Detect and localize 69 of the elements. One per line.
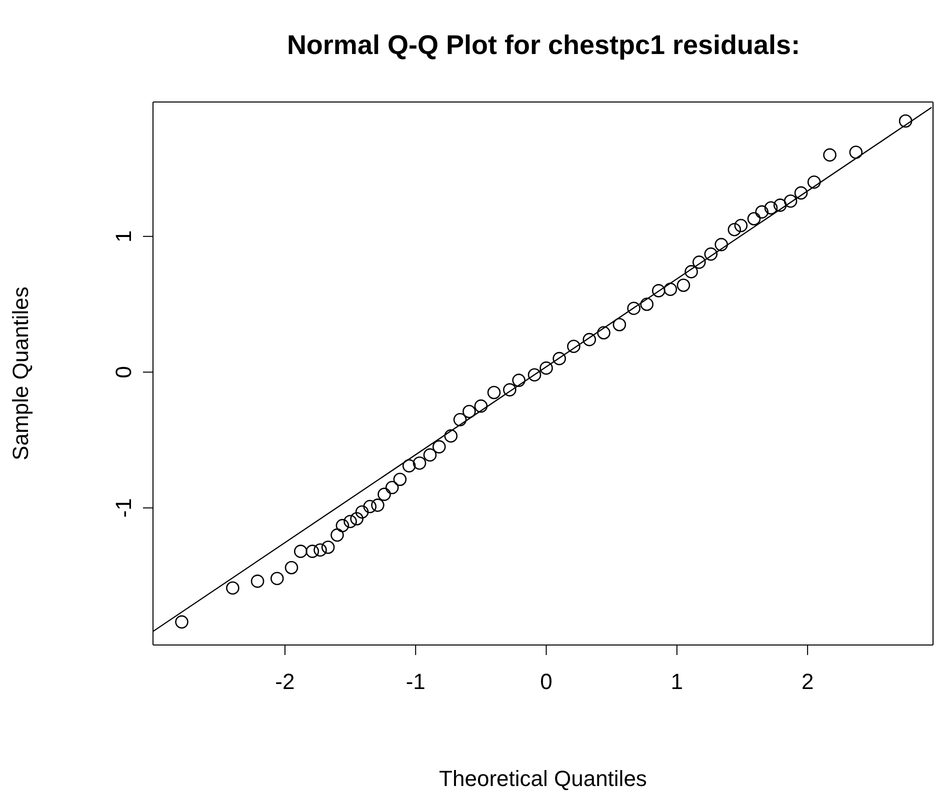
point [714,238,728,252]
point [676,278,690,292]
point [567,340,580,353]
y-tick-label: 1 [111,230,136,243]
point [627,302,640,315]
point [306,544,320,558]
point [474,399,488,413]
point [764,201,778,215]
point [684,265,698,278]
point [385,480,399,494]
point [540,361,553,375]
point [823,148,836,162]
x-tick-label: -2 [275,669,295,694]
point [432,440,446,454]
point [294,544,308,558]
point [371,498,384,512]
point [728,222,742,236]
point [444,429,458,443]
point [378,488,391,501]
y-axis-title: Sample Quantiles [8,286,33,460]
point [807,175,821,189]
x-tick-label: 2 [801,669,814,694]
point [250,574,264,588]
point [393,472,407,486]
x-tick-label: 0 [540,669,552,694]
point [528,368,542,382]
point [344,514,357,528]
point [363,500,377,514]
point [453,413,467,426]
point [284,560,298,574]
point [321,540,335,554]
point [552,352,566,366]
point [462,404,476,418]
point [612,318,626,332]
point [755,205,768,219]
point [849,146,863,159]
point [652,284,666,298]
x-axis-title: Theoretical Quantiles [439,766,647,791]
point [784,194,798,208]
point [402,459,416,472]
point [664,282,678,296]
x-tick-label: 1 [670,669,684,694]
y-tick-label: -1 [111,498,136,518]
point [747,212,761,226]
point [794,186,808,200]
point [314,543,327,557]
point [640,298,654,311]
point [597,326,610,340]
point [336,518,350,532]
point [704,247,718,261]
x-tick-label: -1 [406,669,426,694]
point [692,256,706,269]
point [773,198,787,212]
point [503,383,516,396]
point [350,512,364,526]
y-tick-label: 0 [111,366,136,378]
point [355,505,369,519]
point [175,615,188,629]
point [270,572,284,586]
point [423,448,437,462]
point [412,456,426,470]
point [734,218,748,232]
point [898,114,912,128]
chart-title: Normal Q-Q Plot for chestpc1 residuals: [286,30,802,61]
point [582,332,596,346]
point [487,386,501,400]
point [330,528,344,542]
point [226,581,240,595]
point [512,374,526,387]
